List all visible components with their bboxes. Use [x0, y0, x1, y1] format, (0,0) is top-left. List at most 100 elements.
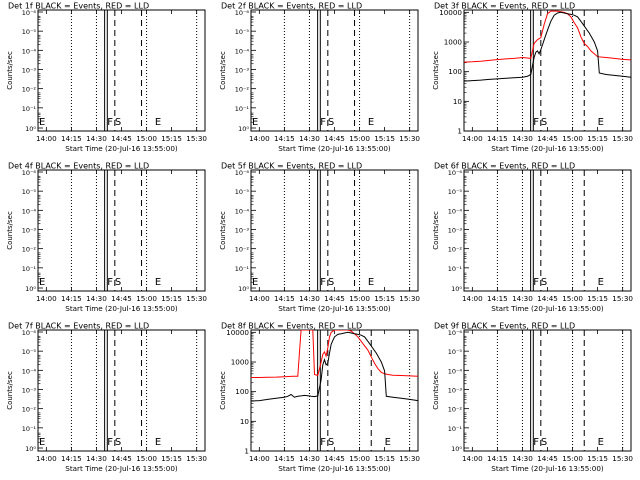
x-axis-label: Start Time (20-Jul-16 13:55:00)	[491, 304, 604, 313]
y-tick-label: 10⁻¹	[22, 425, 37, 433]
x-tick-label: 14:00	[249, 134, 270, 143]
y-tick-label: 10⁻³	[22, 67, 37, 75]
y-tick-label: 10⁻⁵	[22, 28, 37, 36]
x-tick-label: 15:15	[374, 294, 395, 303]
y-tick-label: 10⁻²	[448, 246, 463, 254]
y-tick-label: 10⁻¹	[448, 425, 463, 433]
y-axis-label: Counts/sec	[6, 371, 14, 410]
x-tick-label: 15:15	[587, 294, 608, 303]
marker-label-s: S	[328, 117, 334, 128]
chart-panel-det-8: Det 8f BLACK = Events, RED = LLD Counts/s…	[219, 322, 420, 474]
y-axis-label: Counts/sec	[6, 211, 14, 250]
x-tick-label: 15:00	[562, 454, 583, 463]
y-tick-label: 10⁻²	[22, 86, 37, 94]
chart-title: Det 1f BLACK = Events, RED = LLD	[8, 2, 149, 11]
y-tick-label: 10⁻³	[22, 387, 37, 395]
marker-label-e: E	[39, 117, 45, 128]
x-tick-label: 14:15	[61, 134, 82, 143]
y-tick-label: 10⁰	[451, 285, 462, 293]
plot-frame	[250, 329, 419, 452]
x-tick-label: 14:30	[512, 294, 533, 303]
x-tick-label: 15:00	[136, 454, 157, 463]
chart-title: Det 5f BLACK = Events, RED = LLD	[221, 162, 362, 171]
y-tick-label: 10⁻¹	[22, 265, 37, 273]
x-tick-label: 14:00	[249, 294, 270, 303]
chart-title: Det 6f BLACK = Events, RED = LLD	[434, 162, 575, 171]
y-tick-label: 1	[244, 447, 249, 456]
marker-label-s: S	[115, 277, 121, 288]
plot-frame	[37, 329, 206, 452]
y-tick-label: 10000	[226, 328, 249, 337]
y-tick-label: 10⁻⁵	[235, 188, 250, 196]
marker-label-e: E	[598, 437, 604, 448]
marker-label-f: F	[320, 277, 326, 288]
chart-panel-det-5: Det 5f BLACK = Events, RED = LLD Counts/s…	[219, 162, 420, 314]
x-tick-label: 14:45	[537, 454, 558, 463]
chart-title: Det 7f BLACK = Events, RED = LLD	[8, 322, 149, 331]
y-tick-label: 10⁻⁴	[22, 207, 37, 215]
x-tick-label: 14:45	[537, 134, 558, 143]
x-axis-label: Start Time (20-Jul-16 13:55:00)	[278, 464, 391, 473]
x-axis-label: Start Time (20-Jul-16 13:55:00)	[491, 144, 604, 153]
marker-label-e: E	[598, 277, 604, 288]
x-tick-label: 14:15	[61, 454, 82, 463]
y-tick-label: 10	[240, 417, 250, 426]
x-tick-label: 14:15	[487, 454, 508, 463]
y-tick-label: 10⁻⁴	[22, 367, 37, 375]
y-tick-label: 10⁻²	[448, 406, 463, 414]
chart-panel-det-7: Det 7f BLACK = Events, RED = LLD Counts/s…	[6, 322, 207, 474]
plot-frame	[250, 169, 419, 292]
x-tick-label: 15:00	[136, 294, 157, 303]
chart-title: Det 8f BLACK = Events, RED = LLD	[221, 322, 362, 331]
x-tick-label: 14:30	[512, 134, 533, 143]
chart-title: Det 2f BLACK = Events, RED = LLD	[221, 2, 362, 11]
series-line-events	[464, 11, 631, 82]
y-tick-label: 10⁻²	[235, 86, 250, 94]
marker-label-f: F	[533, 277, 539, 288]
y-axis-label: Counts/sec	[219, 51, 227, 90]
marker-label-s: S	[541, 437, 547, 448]
y-tick-label: 10⁰	[238, 125, 249, 133]
marker-label-e: E	[155, 277, 161, 288]
chart-panel-det-2: Det 2f BLACK = Events, RED = LLD Counts/s…	[219, 2, 420, 154]
x-tick-label: 15:00	[349, 294, 370, 303]
x-tick-label: 14:15	[61, 294, 82, 303]
x-axis-label: Start Time (20-Jul-16 13:55:00)	[278, 304, 391, 313]
y-tick-label: 10⁻⁶	[22, 329, 37, 337]
x-tick-label: 14:00	[36, 454, 57, 463]
y-tick-label: 10⁻⁴	[235, 47, 250, 55]
x-tick-label: 15:15	[161, 294, 182, 303]
y-tick-label: 10⁰	[238, 285, 249, 293]
x-tick-label: 14:30	[299, 454, 320, 463]
x-tick-label: 14:00	[36, 294, 57, 303]
y-tick-label: 10⁻⁵	[235, 28, 250, 36]
marker-label-s: S	[328, 277, 334, 288]
chart-title: Det 9f BLACK = Events, RED = LLD	[434, 322, 575, 331]
x-tick-label: 14:15	[274, 294, 295, 303]
marker-label-f: F	[320, 117, 326, 128]
marker-label-f: F	[107, 437, 113, 448]
y-tick-label: 10⁰	[25, 125, 36, 133]
y-tick-label: 1000	[231, 358, 250, 367]
x-tick-label: 14:15	[274, 454, 295, 463]
marker-label-f: F	[533, 117, 539, 128]
x-axis-label: Start Time (20-Jul-16 13:55:00)	[65, 144, 178, 153]
y-tick-label: 1	[457, 127, 462, 136]
y-tick-label: 10⁻⁶	[22, 9, 37, 17]
x-tick-label: 14:30	[86, 454, 107, 463]
y-tick-label: 10⁻²	[235, 246, 250, 254]
x-tick-label: 14:15	[487, 134, 508, 143]
y-tick-label: 10⁻¹	[235, 265, 250, 273]
x-axis-label: Start Time (20-Jul-16 13:55:00)	[65, 304, 178, 313]
plot-frame	[463, 9, 632, 132]
x-tick-label: 14:15	[274, 134, 295, 143]
marker-label-e: E	[155, 117, 161, 128]
x-tick-label: 15:15	[161, 454, 182, 463]
marker-label-s: S	[328, 437, 334, 448]
x-tick-label: 14:45	[537, 294, 558, 303]
y-tick-label: 10⁻⁵	[22, 348, 37, 356]
x-tick-label: 15:30	[186, 134, 207, 143]
marker-label-s: S	[115, 117, 121, 128]
x-tick-label: 15:15	[374, 454, 395, 463]
